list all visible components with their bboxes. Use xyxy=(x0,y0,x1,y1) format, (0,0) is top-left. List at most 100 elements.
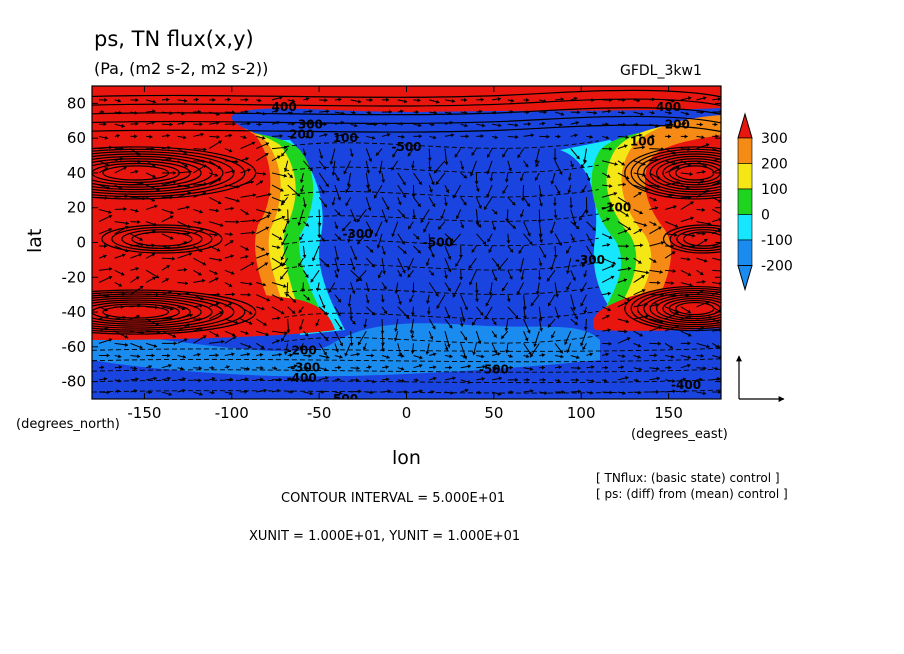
contour-dashed xyxy=(284,213,599,222)
flux-vector-head xyxy=(588,123,593,127)
flux-vector-head xyxy=(291,134,295,139)
flux-vector-head xyxy=(702,391,707,396)
flux-vector-head xyxy=(302,204,307,208)
flux-vector-head xyxy=(558,365,562,370)
contour-label: -500. xyxy=(328,392,363,406)
flux-vector-head xyxy=(653,197,657,202)
flux-vector-head xyxy=(366,184,371,188)
flux-vector-head xyxy=(450,238,454,242)
flux-vector-head xyxy=(699,122,703,127)
flux-vector-head xyxy=(169,235,174,240)
flux-vector-head xyxy=(402,250,407,254)
flux-vector-head xyxy=(438,225,442,230)
flux-vector-head xyxy=(168,290,172,295)
flux-vector-head xyxy=(487,238,491,243)
flux-vector-head xyxy=(659,319,664,324)
y-tick-label: 20 xyxy=(67,199,86,217)
flux-vector-head xyxy=(691,233,696,238)
flux-vector-head xyxy=(385,365,389,370)
flux-vector-head xyxy=(304,332,309,337)
flux-vector-head xyxy=(431,203,436,207)
flux-vector-head xyxy=(687,309,691,314)
flux-vector-head xyxy=(591,98,595,103)
flux-vector-head xyxy=(171,256,175,261)
flux-vector-head xyxy=(489,178,494,182)
colorbar-segment xyxy=(737,214,753,241)
flux-vector-head xyxy=(708,315,712,320)
flux-vector-head xyxy=(464,306,469,311)
flux-vector-head xyxy=(436,305,440,309)
flux-vector-head xyxy=(553,254,558,259)
flux-vector-head xyxy=(687,332,692,337)
flux-vector-head xyxy=(589,134,593,139)
flux-vector-head xyxy=(672,150,676,155)
flux-vector-head xyxy=(169,111,173,116)
flux-vector-head xyxy=(202,261,207,266)
flux-vector-head xyxy=(539,203,543,207)
flux-vector-head xyxy=(309,121,313,126)
flux-vector-head xyxy=(511,201,516,206)
flux-vector-head xyxy=(407,273,412,278)
flux-vector-head xyxy=(293,364,298,369)
flux-vector-head xyxy=(278,236,283,240)
flux-vector-head xyxy=(401,213,405,218)
flux-vector-head xyxy=(189,313,193,318)
flux-vector-head xyxy=(371,135,376,140)
flux-vector-head xyxy=(538,318,543,322)
flux-vector-head xyxy=(264,153,269,157)
flux-vector-head xyxy=(691,244,696,249)
flux-vector-head xyxy=(216,134,220,139)
flux-vector-head xyxy=(626,337,631,341)
flux-vector-head xyxy=(461,318,466,323)
flux-vector-head xyxy=(637,192,642,196)
flux-vector-head xyxy=(492,226,497,231)
flux-vector-head xyxy=(148,364,152,369)
flux-vector-head xyxy=(382,251,386,255)
flux-vector-head xyxy=(106,390,110,395)
flux-vector-head xyxy=(510,98,515,103)
flux-vector-head xyxy=(139,345,143,349)
flux-vector-head xyxy=(477,390,482,395)
flux-vector-head xyxy=(607,328,611,333)
flux-vector-head xyxy=(463,174,467,179)
y-tick-label: 80 xyxy=(67,94,86,112)
flux-vector-head xyxy=(172,334,177,338)
flux-vector-head xyxy=(221,339,225,344)
flux-vector-head xyxy=(564,341,568,345)
flux-vector-head xyxy=(468,265,473,269)
flux-vector-head xyxy=(108,214,113,219)
flux-vector-head xyxy=(408,225,412,230)
flux-vector-head xyxy=(722,322,726,326)
units-text: XUNIT = 1.000E+01, YUNIT = 1.000E+01 xyxy=(249,529,520,544)
x-axis-label: lon xyxy=(392,447,421,469)
flux-vector-head xyxy=(704,189,709,194)
flux-vector-head xyxy=(443,202,448,206)
flux-vector-head xyxy=(417,98,421,103)
flux-vector-head xyxy=(418,181,422,185)
flux-vector-head xyxy=(471,249,476,253)
flux-vector-head xyxy=(575,121,579,125)
flux-vector-head xyxy=(231,332,236,337)
flux-vector-head xyxy=(340,133,344,138)
flux-vector-head xyxy=(429,189,433,193)
flux-vector-head xyxy=(183,338,188,342)
flux-vector-head xyxy=(404,389,408,394)
flux-vector-head xyxy=(611,264,615,269)
flux-vector-head xyxy=(689,171,693,176)
flux-vector-head xyxy=(625,244,629,249)
flux-vector-head xyxy=(433,376,437,381)
flux-vector-head xyxy=(464,97,468,102)
flux-vector-head xyxy=(591,365,595,370)
x-tick-label: 100 xyxy=(567,404,596,422)
flux-vector-head xyxy=(657,341,661,346)
flux-vector-head xyxy=(351,320,356,325)
flux-vector-head xyxy=(169,316,173,321)
colorbar-label: 100 xyxy=(761,182,788,198)
flux-vector-head xyxy=(609,146,613,151)
flux-vector-head xyxy=(529,367,534,371)
model-label: GFDL_3kw1 xyxy=(620,63,702,79)
flux-vector-head xyxy=(624,329,628,334)
flux-vector-head xyxy=(281,215,286,220)
flux-vector-head xyxy=(580,342,584,347)
